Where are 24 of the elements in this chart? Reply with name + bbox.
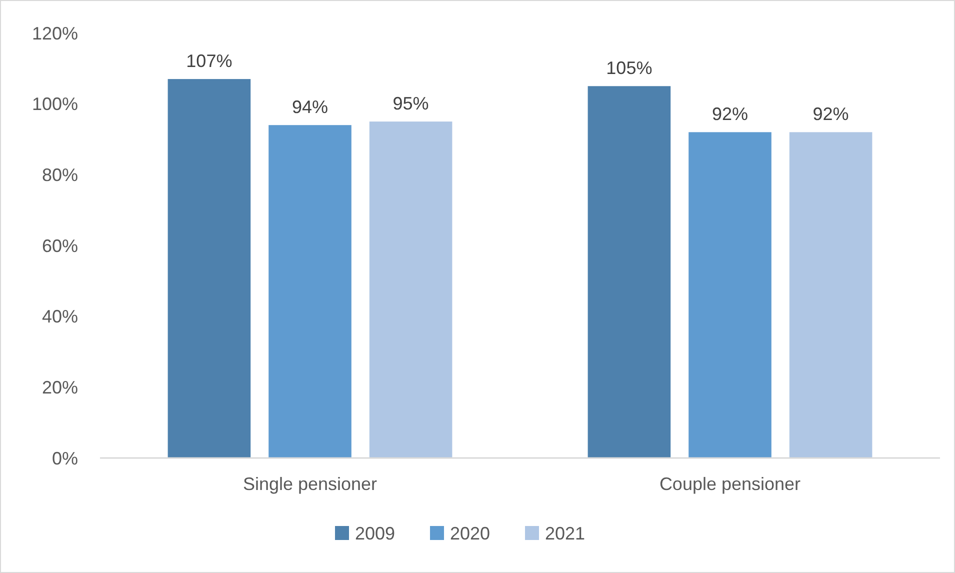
y-tick-label: 20%: [42, 377, 78, 398]
data-label: 105%: [606, 58, 652, 78]
legend-label: 2021: [545, 523, 586, 544]
y-tick-label: 100%: [32, 94, 78, 114]
y-tick-label: 0%: [52, 448, 78, 468]
data-label: 92%: [812, 104, 849, 124]
data-label: 107%: [186, 51, 232, 72]
bar: [168, 79, 251, 458]
bar: [789, 132, 872, 458]
y-tick-label: 40%: [42, 306, 78, 327]
legend-label: 2009: [355, 523, 396, 544]
bar: [688, 132, 772, 458]
data-label: 94%: [292, 97, 328, 118]
bar: [588, 86, 671, 458]
legend-label: 2020: [450, 523, 490, 544]
data-label: 92%: [712, 104, 748, 124]
y-tick-label: 80%: [42, 164, 78, 185]
data-label: 95%: [392, 94, 429, 114]
y-tick-label: 120%: [32, 23, 78, 44]
x-tick-label: Single pensioner: [242, 474, 378, 494]
bar: [268, 125, 352, 458]
x-tick-label: Couple pensioner: [659, 474, 801, 494]
y-tick-label: 60%: [42, 236, 78, 256]
bar: [369, 122, 452, 458]
